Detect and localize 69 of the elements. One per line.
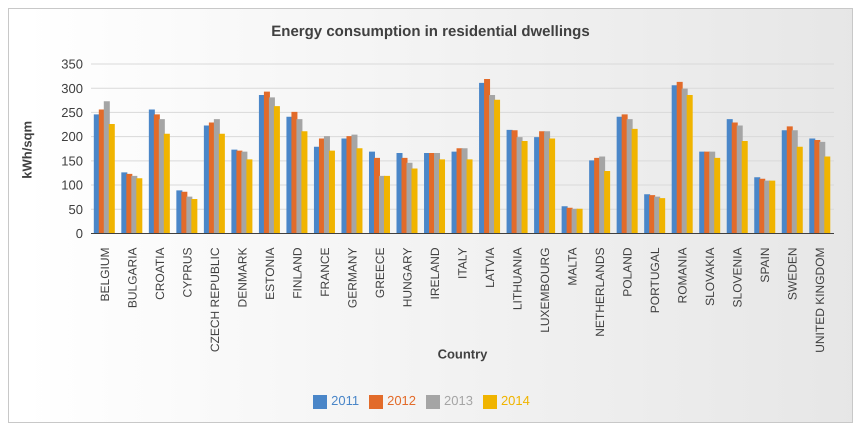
x-tick-label: CROATIA (152, 247, 167, 300)
x-tick-label: ESTONIA (262, 247, 277, 300)
x-axis-title: Country (438, 346, 488, 362)
legend-label: 2013 (444, 393, 473, 408)
bar (301, 131, 308, 234)
x-tick-label: CYPRUS (180, 247, 194, 298)
bar (549, 138, 556, 234)
bar (218, 134, 225, 234)
bar (522, 140, 528, 234)
x-tick-label: GERMANY (345, 247, 360, 308)
x-tick-label: UNITED KINGDOM (813, 247, 828, 353)
y-tick-label: 150 (61, 153, 83, 168)
x-tick-label: NETHERLANDS (593, 247, 608, 337)
y-tick-label: 250 (61, 105, 83, 120)
bar (796, 146, 803, 234)
bar (769, 180, 776, 234)
legend-label: 2012 (387, 393, 416, 408)
x-tick-label: SWEDEN (786, 247, 800, 300)
x-tick-label: DENMARK (235, 247, 250, 308)
bar (686, 94, 693, 234)
x-tick-label: SLOVENIA (730, 247, 745, 308)
bar (576, 208, 583, 234)
bar (384, 176, 390, 234)
x-tick-label: POLAND (620, 247, 635, 297)
y-axis-title: kWh/sqm (20, 120, 35, 179)
bar (604, 170, 610, 234)
x-tick-label: SPAIN (758, 247, 772, 283)
bar (164, 134, 170, 234)
y-tick-label: 350 (61, 56, 83, 72)
x-tick-label: GREECE (372, 247, 387, 298)
bar (328, 150, 335, 234)
x-tick-label: LUXEMBOURG (538, 247, 552, 333)
y-tick-label: 50 (68, 202, 83, 217)
bar (274, 106, 280, 234)
x-tick-label: ROMANIA (676, 247, 690, 304)
x-tick-label: CZECH REPUBLIC (208, 247, 222, 352)
legend-label: 2014 (500, 393, 530, 408)
x-tick-label: LITHUANIA (510, 247, 525, 310)
bar (632, 128, 638, 234)
bar (108, 124, 115, 234)
bar (659, 198, 666, 234)
x-tick-label: HUNGARY (400, 247, 414, 308)
bar (412, 168, 418, 234)
bar (246, 159, 252, 234)
bar (191, 199, 198, 234)
x-tick-label: ITALY (456, 247, 470, 280)
x-tick-label: FINLAND (290, 247, 304, 299)
x-tick-label: SLOVAKIA (703, 247, 718, 306)
bar (742, 140, 748, 234)
bar (466, 159, 473, 234)
bar (494, 100, 500, 234)
y-tick-label: 100 (61, 178, 83, 193)
bar (136, 178, 142, 234)
bar (356, 148, 362, 234)
x-tick-label: LATVIA (483, 247, 498, 288)
y-tick-label: 300 (61, 80, 83, 96)
y-tick-label: 0 (76, 226, 83, 242)
x-tick-label: MALTA (566, 247, 580, 286)
x-tick-label: FRANCE (318, 247, 332, 297)
bar (824, 156, 830, 234)
legend-label: 2011 (331, 393, 360, 408)
x-tick-label: BELGIUM (98, 247, 112, 302)
y-tick-label: 200 (61, 129, 83, 144)
bar (439, 159, 446, 234)
x-tick-label: IRELAND (428, 247, 442, 300)
x-tick-label: PORTUGAL (648, 247, 662, 314)
x-tick-label: BULGARIA (125, 247, 140, 308)
bar (714, 158, 720, 234)
chart-title: Energy consumption in residential dwellings (270, 23, 591, 40)
